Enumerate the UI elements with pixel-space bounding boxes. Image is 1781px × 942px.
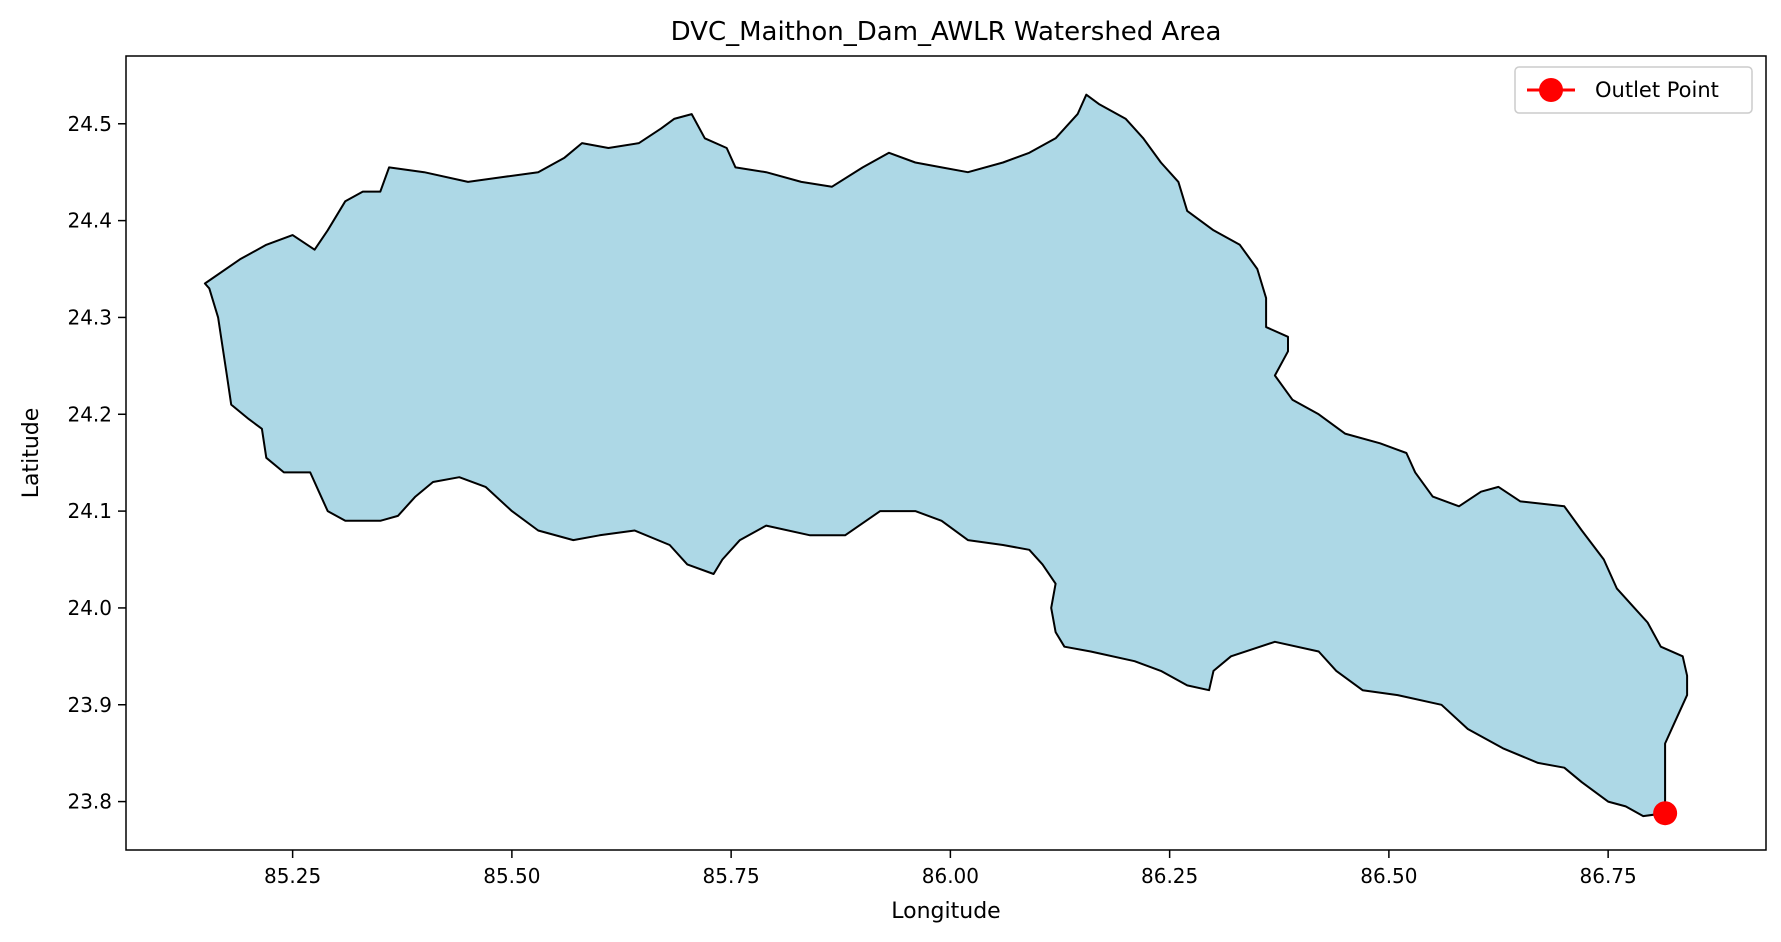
x-tick-label: 85.25 — [264, 864, 321, 888]
x-tick-label: 86.50 — [1360, 864, 1417, 888]
legend-label-outlet-point: Outlet Point — [1595, 78, 1719, 102]
y-axis-ticks: 23.8 23.9 24.0 24.1 24.2 24.3 24.4 24.5 — [67, 112, 126, 814]
legend-box — [1514, 66, 1753, 114]
y-tick-label: 24.5 — [67, 112, 112, 136]
x-tick-label: 86.00 — [922, 864, 979, 888]
legend: Outlet Point — [1514, 66, 1753, 114]
x-tick-label: 85.75 — [703, 864, 760, 888]
x-axis-label: Longitude — [891, 899, 1000, 924]
chart-title: DVC_Maithon_Dam_AWLR Watershed Area — [671, 17, 1222, 47]
watershed-polygon — [203, 93, 1689, 818]
plot-area — [125, 55, 1767, 851]
legend-outlet-marker — [1539, 78, 1563, 102]
y-tick-label: 24.2 — [67, 402, 112, 426]
y-tick-label: 24.1 — [67, 499, 112, 523]
x-tick-label: 85.50 — [483, 864, 540, 888]
x-tick-label: 86.75 — [1580, 864, 1637, 888]
outlet-point-marker — [1653, 801, 1678, 826]
x-axis-ticks: 85.25 85.50 85.75 86.00 86.25 86.50 86.75 — [264, 850, 1637, 888]
y-tick-label: 24.3 — [67, 305, 112, 329]
y-tick-label: 23.9 — [67, 693, 112, 717]
plot-frame — [125, 55, 1767, 851]
x-tick-label: 86.25 — [1141, 864, 1198, 888]
y-tick-label: 24.0 — [67, 596, 112, 620]
y-tick-label: 23.8 — [67, 790, 112, 814]
y-axis-label: Latitude — [19, 408, 44, 499]
y-tick-label: 24.4 — [67, 209, 112, 233]
